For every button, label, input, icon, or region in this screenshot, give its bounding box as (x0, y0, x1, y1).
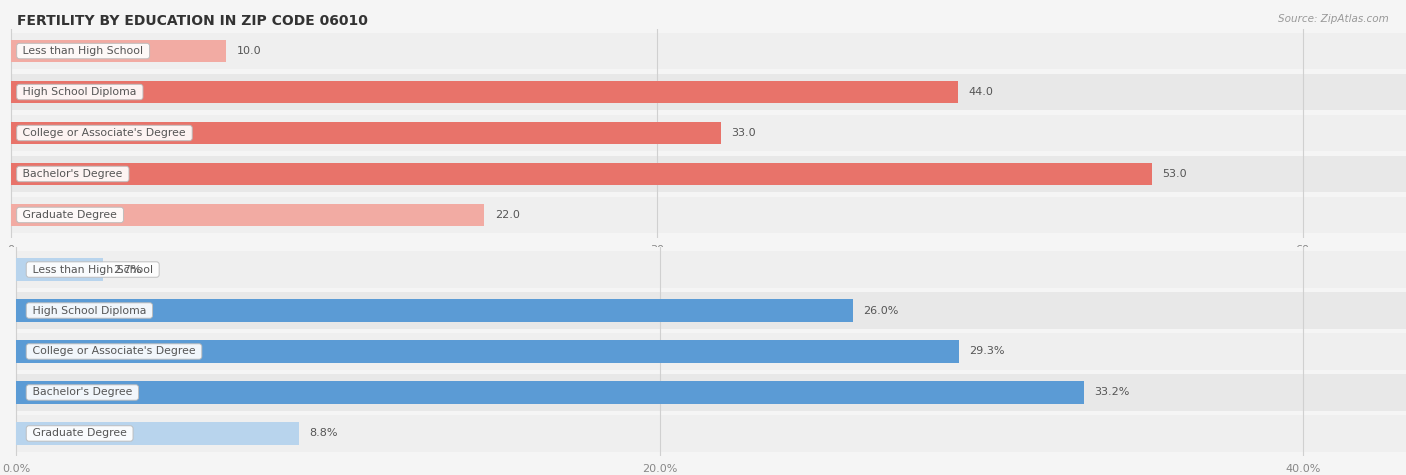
Text: FERTILITY BY EDUCATION IN ZIP CODE 06010: FERTILITY BY EDUCATION IN ZIP CODE 06010 (17, 14, 368, 28)
Bar (11, 155, 1406, 192)
Text: Graduate Degree: Graduate Degree (20, 210, 121, 220)
Bar (15, 415, 1406, 452)
Text: Bachelor's Degree: Bachelor's Degree (20, 169, 127, 179)
Bar (15, 292, 1406, 329)
Text: Graduate Degree: Graduate Degree (30, 428, 131, 438)
Text: High School Diploma: High School Diploma (30, 305, 150, 315)
Text: College or Associate's Degree: College or Associate's Degree (20, 128, 190, 138)
Text: Less than High School: Less than High School (20, 46, 146, 56)
Bar (11, 40, 226, 62)
Bar (15, 251, 1406, 288)
Bar (11, 197, 1406, 233)
Bar (15, 299, 852, 322)
Text: Less than High School: Less than High School (30, 265, 156, 275)
Bar (11, 122, 721, 144)
Text: High School Diploma: High School Diploma (20, 87, 141, 97)
Text: 53.0: 53.0 (1163, 169, 1187, 179)
Text: 2.7%: 2.7% (114, 265, 142, 275)
Text: 44.0: 44.0 (969, 87, 994, 97)
Text: Bachelor's Degree: Bachelor's Degree (30, 388, 136, 398)
Bar (15, 340, 959, 363)
Bar (11, 204, 485, 226)
Bar (15, 258, 103, 281)
Bar (11, 33, 1406, 69)
Text: College or Associate's Degree: College or Associate's Degree (30, 346, 200, 357)
Text: 22.0: 22.0 (495, 210, 520, 220)
Text: 29.3%: 29.3% (969, 346, 1004, 357)
Text: 33.2%: 33.2% (1094, 388, 1130, 398)
Bar (15, 381, 1084, 404)
Bar (11, 114, 1406, 152)
Text: 8.8%: 8.8% (309, 428, 337, 438)
Text: 26.0%: 26.0% (863, 305, 898, 315)
Bar (15, 333, 1406, 370)
Bar (15, 374, 1406, 411)
Bar (15, 422, 299, 445)
Text: 10.0: 10.0 (236, 46, 262, 56)
Bar (11, 74, 1406, 111)
Text: 33.0: 33.0 (731, 128, 756, 138)
Bar (11, 81, 957, 103)
Text: Source: ZipAtlas.com: Source: ZipAtlas.com (1278, 14, 1389, 24)
Bar (11, 163, 1152, 185)
